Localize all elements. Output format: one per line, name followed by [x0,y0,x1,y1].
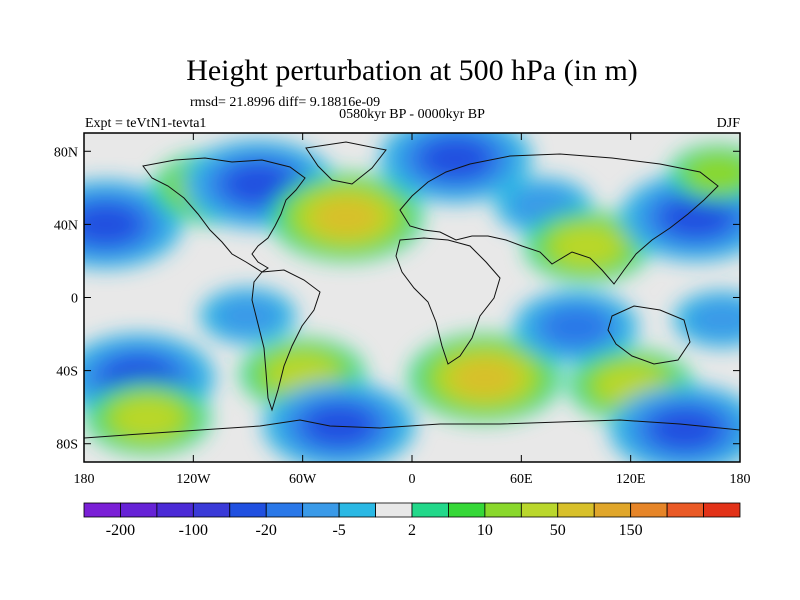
lon-tick-label: 60W [289,472,317,487]
lon-tick-label: 180 [74,472,95,487]
anomaly-blob [542,306,610,347]
lon-axis: 180 120W 60W 0 60E 120E 180 [74,133,751,487]
coastline-south-america [251,269,321,412]
colorbar-swatch [411,502,449,518]
colorbar-swatch [375,502,413,518]
colorbar-swatch [448,502,486,518]
lon-tick-label: 120W [176,472,211,487]
lat-tick-label: 80N [54,145,78,160]
stats-text: rmsd= 21.8996 diff= 9.18816e-09 [190,95,380,110]
coastline-eurasia [399,153,719,285]
anomaly-blob [113,398,182,439]
coastline-africa [395,237,501,365]
colorbar-swatch [302,502,340,518]
coastline-greenland [305,141,387,185]
colorbar-swatch [630,502,668,518]
lon-tick-label: 120E [616,472,646,487]
colorbar-swatch [484,502,522,518]
colorbar-label: 50 [550,522,566,539]
lat-tick-label: 40S [56,365,78,380]
anomaly-blob [687,299,740,340]
colorbar-swatch [156,502,194,518]
colorbar-swatch [703,502,741,518]
period-text: 0580kyr BP - 0000kyr BP [339,107,485,122]
colorbar-swatch [557,502,595,518]
colorbar-label: 10 [477,522,493,539]
anomaly-blob [421,138,490,179]
coastline-australia [607,305,691,365]
colorbar-swatch [593,502,632,518]
coastline-north-america [142,157,306,273]
lat-tick-label: 0 [71,292,78,307]
experiment-label: Expt = teVtN1-tevta1 [85,116,206,131]
colorbar-label: -100 [179,522,208,539]
lat-axis: 80N 40N 0 40S 80S [54,145,740,453]
lon-tick-label: 0 [409,472,416,487]
colorbar-swatch [120,502,158,518]
lon-tick-label: 180 [730,472,751,487]
colorbar-swatch [520,502,559,518]
colorbar-swatch [229,502,267,518]
lon-tick-label: 60E [510,472,533,487]
anomaly-blob [224,164,293,205]
lat-tick-label: 80S [56,438,78,453]
colorbar-swatch [265,502,304,518]
colorbar-label: -20 [256,522,277,539]
anomaly-blob [651,409,720,450]
anomaly-blob [684,153,740,194]
colorbar-label: -200 [106,522,135,539]
coastline-antarctica [84,419,740,439]
colorbar-swatch [192,502,231,518]
anomaly-blob [84,204,140,245]
colorbar-swatch [666,502,704,518]
anomaly-blob [552,226,621,267]
season-label: DJF [717,116,741,131]
colorbar-labels: -200 -100 -20 -5 2 10 50 150 [106,522,643,539]
anomaly-blob [214,295,282,336]
colorbar-swatch [83,502,121,518]
lat-tick-label: 40N [54,218,78,233]
colorbar-label: 150 [619,522,643,539]
coastlines [84,141,740,439]
map-title: Height perturbation at 500 hPa (in m) [186,54,638,87]
colorbar-label: 2 [408,522,416,539]
colorbar [83,502,741,518]
anomaly-blob [662,197,731,238]
map-field [84,133,740,462]
anomaly-blob [312,197,381,238]
colorbar-swatch [338,502,376,518]
anomaly-blob [450,357,519,398]
anomaly-blob [305,405,374,446]
colorbar-label: -5 [332,522,345,539]
